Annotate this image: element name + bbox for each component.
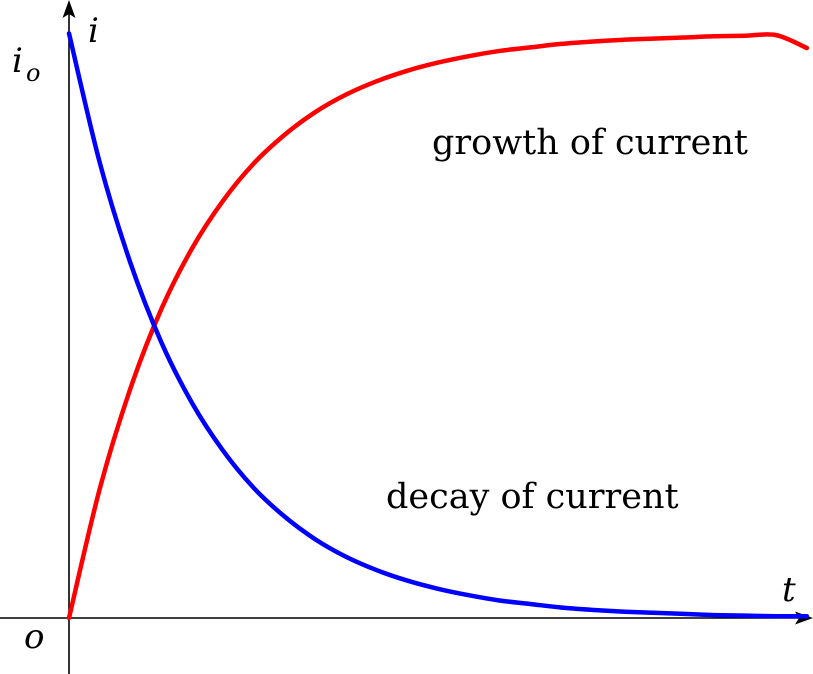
- annotation-decay-of-current: decay of current: [386, 477, 679, 517]
- series-line-growth-of-current: [66, 32, 810, 621]
- y-max-label-main: i: [12, 41, 23, 81]
- y-axis-arrow: [62, 0, 76, 18]
- y-max-label: i o: [12, 41, 40, 87]
- origin-label: o: [24, 617, 44, 657]
- series-line-decay-of-current: [66, 31, 810, 619]
- y-axis-label: i: [88, 11, 99, 51]
- annotation-growth-of-current: growth of current: [432, 123, 748, 163]
- y-max-label-subscript: o: [26, 59, 40, 87]
- x-axis-label: t: [782, 570, 796, 610]
